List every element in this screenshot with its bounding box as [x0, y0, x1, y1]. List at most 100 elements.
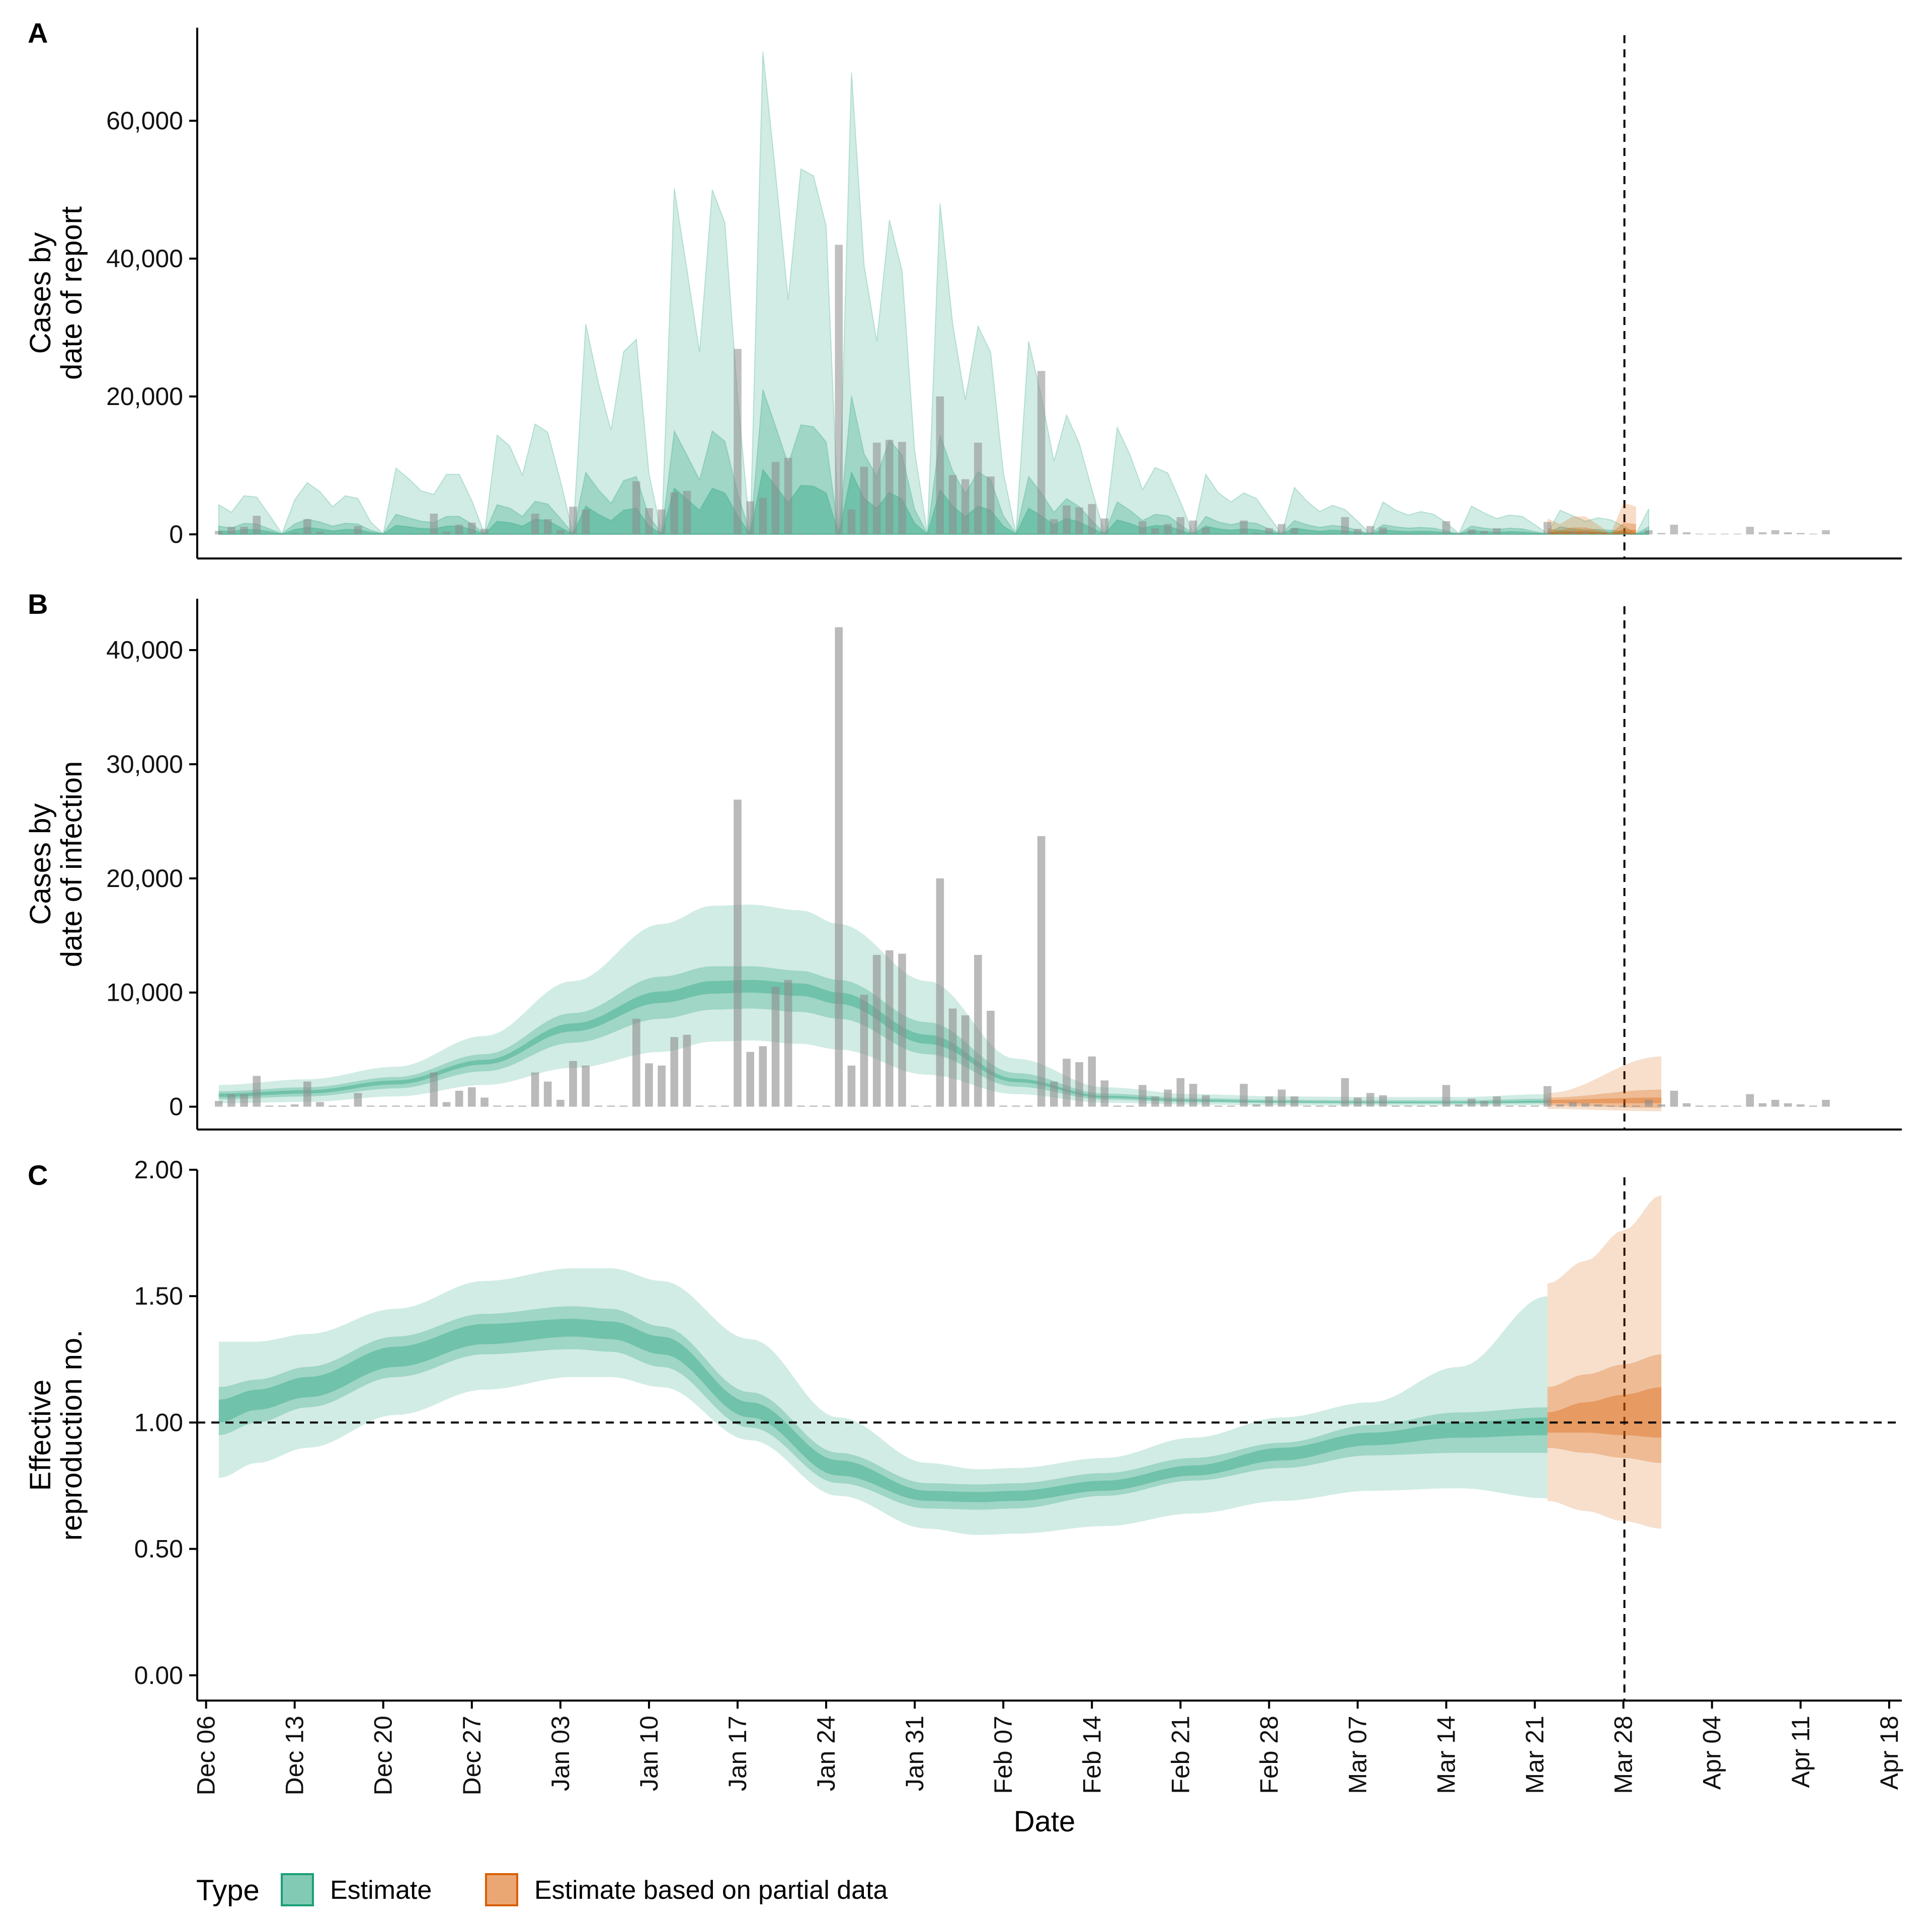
- infection-observed-bar: [1189, 1084, 1197, 1107]
- infection-observed-bar: [1113, 1105, 1121, 1107]
- infection-observed-bar: [1632, 1105, 1640, 1107]
- infection-observed-bar: [1227, 1105, 1235, 1107]
- report-observed-bar: [1240, 520, 1248, 534]
- infection-observed-bar: [227, 1094, 235, 1107]
- infection-observed-bar: [468, 1087, 476, 1107]
- infection-observed-bar: [392, 1105, 400, 1107]
- infection-observed-bar: [1392, 1105, 1400, 1107]
- report-observed-bar: [1455, 533, 1463, 534]
- infection-observed-bar: [480, 1097, 489, 1107]
- report-observed-bar: [847, 509, 856, 534]
- report-observed-bar: [543, 519, 552, 534]
- report-outer-band: [218, 51, 1649, 536]
- infection-observed-bar: [872, 954, 881, 1107]
- infection-observed-bar: [455, 1090, 463, 1107]
- infection-partial-median-band: [1547, 1097, 1662, 1103]
- report-observed-bar: [1088, 504, 1096, 535]
- x-tick-label: Apr 04: [1698, 1716, 1726, 1790]
- rt-partial-median-band: [1547, 1387, 1662, 1438]
- report-observed-bar: [531, 513, 539, 534]
- y-tick-label: 10,000: [106, 979, 183, 1007]
- x-tick-label: Jan 17: [723, 1716, 752, 1791]
- infection-observed-bar: [1088, 1056, 1096, 1107]
- infection-observed-bar: [493, 1105, 501, 1107]
- y-tick-label: 30,000: [106, 750, 183, 778]
- x-tick-label: Dec 06: [192, 1716, 220, 1795]
- infection-observed-bar: [734, 799, 742, 1107]
- infection-observed-bar: [1606, 1105, 1615, 1107]
- infection-outer-band: [218, 905, 1548, 1106]
- infection-observed-bar: [1240, 1084, 1248, 1107]
- y-axis-title: Cases bydate of infection: [24, 761, 88, 968]
- infection-observed-bar: [1151, 1096, 1159, 1107]
- report-observed-bar: [582, 509, 590, 534]
- report-observed-bar: [1822, 530, 1830, 534]
- infection-observed-bar: [695, 1105, 704, 1107]
- y-axis-title-line: Cases by: [24, 803, 57, 925]
- infection-observed-bar: [1505, 1105, 1514, 1107]
- legend-swatch: [281, 1873, 314, 1906]
- infection-observed-bar: [265, 1105, 274, 1107]
- report-observed-bar: [1341, 517, 1349, 535]
- report-partial-outer-band: [1547, 503, 1636, 535]
- infection-observed-bar: [594, 1105, 603, 1107]
- infection-observed-bar: [1341, 1078, 1349, 1107]
- infection-observed-bar: [974, 954, 982, 1107]
- panel-letter: C: [28, 1159, 48, 1191]
- report-observed-bar: [974, 442, 982, 534]
- infection-observed-bar: [1531, 1105, 1539, 1107]
- infection-observed-bar: [999, 1105, 1007, 1107]
- infection-observed-bar: [1645, 1100, 1653, 1107]
- y-tick-label: 40,000: [106, 245, 183, 273]
- infection-observed-bar: [1758, 1103, 1767, 1107]
- report-observed-bar: [936, 396, 944, 534]
- x-tick-label: Jan 10: [635, 1716, 663, 1791]
- report-observed-bar: [1063, 505, 1071, 534]
- y-tick-label: 0: [169, 1093, 183, 1121]
- infection-observed-bar: [759, 1046, 767, 1107]
- infection-observed-bar: [442, 1102, 451, 1107]
- infection-observed-bar: [1784, 1103, 1792, 1107]
- report-observed-bar: [898, 442, 906, 534]
- x-tick-label: Jan 24: [812, 1716, 840, 1791]
- report-observed-bar: [1139, 521, 1147, 534]
- report-observed-bar: [1771, 530, 1780, 534]
- infection-observed-bar: [1303, 1105, 1311, 1107]
- infection-observed-bar: [354, 1093, 362, 1107]
- infection-observed-bar: [1379, 1095, 1387, 1107]
- y-tick-label: 1.00: [134, 1408, 183, 1436]
- x-tick-label: Feb 28: [1255, 1716, 1283, 1794]
- infection-observed-bar: [1569, 1102, 1577, 1107]
- report-observed-bar: [253, 516, 261, 535]
- infection-observed-bar: [341, 1105, 350, 1107]
- y-axis-title-line: Effective: [24, 1380, 57, 1491]
- infection-observed-bar: [303, 1081, 311, 1107]
- infection-observed-bar: [278, 1105, 286, 1107]
- infection-observed-bar: [1075, 1062, 1083, 1107]
- report-observed-bar: [1366, 526, 1375, 534]
- report-observed-bar: [480, 529, 489, 535]
- report-observed-bar: [886, 440, 894, 534]
- report-observed-bar: [468, 522, 476, 535]
- infection-observed-bar: [721, 1105, 729, 1107]
- report-observed-bar: [1189, 520, 1197, 534]
- report-observed-bar: [1353, 529, 1362, 535]
- report-observed-bar: [1379, 527, 1387, 534]
- report-observed-bar: [1075, 507, 1083, 534]
- infection-observed-bar: [1695, 1105, 1704, 1107]
- x-tick-label: Feb 14: [1078, 1716, 1106, 1794]
- y-axis-title: Effectivereproduction no.: [24, 1330, 88, 1541]
- report-observed-bar: [1784, 532, 1792, 534]
- infection-observed-bar: [1429, 1105, 1438, 1107]
- infection-observed-bar: [1543, 1086, 1552, 1107]
- panel-letter: B: [28, 588, 48, 620]
- infection-observed-bar: [1657, 1104, 1665, 1107]
- report-observed-bar: [1468, 529, 1476, 535]
- y-tick-label: 1.50: [134, 1282, 183, 1310]
- report-observed-bar: [1493, 528, 1501, 534]
- report-observed-bar: [670, 492, 678, 535]
- infection-observed-bar: [240, 1094, 248, 1107]
- report-observed-bar: [1252, 533, 1260, 534]
- report-observed-bar: [227, 527, 235, 535]
- report-observed-bar: [1201, 527, 1210, 534]
